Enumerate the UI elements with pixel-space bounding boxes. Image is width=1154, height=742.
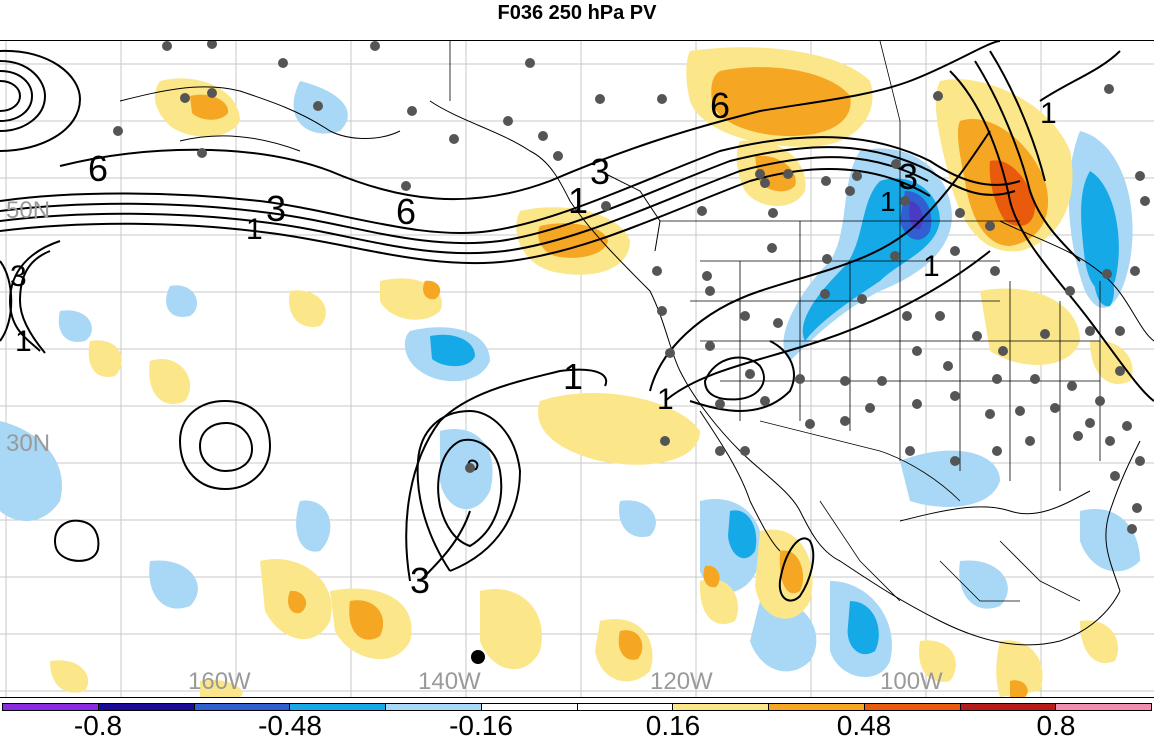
colorbar-segment: [290, 704, 386, 710]
lat-label-50n: 50N: [6, 197, 51, 224]
lon-label-140w: 140W: [418, 668, 481, 695]
chart-title: F036 250 hPa PV: [497, 2, 657, 24]
positive-pv-max: [989, 160, 1035, 226]
ship-station-marker: [471, 650, 485, 664]
colorbar-segment: [864, 704, 961, 710]
contour-label: 3: [10, 260, 27, 293]
contour-label: 1: [880, 186, 896, 217]
colorbar-segment: [960, 704, 1057, 710]
contour-label: 6: [396, 191, 416, 232]
contour-label: 1: [15, 325, 32, 358]
map-canvas: 6 3 1 6 3 1 6 3 1 1 1 1 1 3 3 1: [0, 41, 1154, 697]
contour-label: 3: [410, 560, 430, 601]
colorbar-segment: [3, 704, 99, 710]
colorbar-segment: [194, 704, 291, 710]
contour-label: 1: [568, 180, 588, 221]
colorbar-tick-label: -0.8: [73, 710, 123, 741]
colorbar-tick-label: 0.48: [836, 710, 892, 741]
contour-label: 3: [898, 156, 918, 197]
lon-label-160w: 160W: [188, 668, 251, 695]
contour-label: 1: [657, 383, 674, 416]
map-panel: 6 3 1 6 3 1 6 3 1 1 1 1 1 3 3 1 50N 30N …: [0, 40, 1154, 698]
contour-label: 1: [246, 213, 263, 246]
station-markers: [113, 41, 1150, 534]
contour-label: 6: [710, 85, 730, 126]
lat-label-30n: 30N: [6, 430, 51, 457]
colorbar-tick-label: -0.16: [449, 710, 513, 741]
contour-label: 1: [1040, 97, 1057, 130]
lon-label-120w: 120W: [650, 668, 713, 695]
colorbar-segment: [481, 704, 578, 710]
colorbar-segment: [98, 704, 195, 710]
contour-label: 1: [563, 356, 583, 397]
colorbar-segment: [386, 704, 482, 710]
colorbar-tick-label: -0.48: [258, 710, 322, 741]
political-borders: [449, 41, 1101, 602]
lon-label-100w: 100W: [880, 668, 943, 695]
contour-label: 3: [266, 188, 286, 229]
colorbar-segment: [769, 704, 865, 710]
colorbar-segment: [577, 704, 674, 710]
colorbar-tick-label: 0.16: [645, 710, 701, 741]
contour-label: 1: [923, 250, 940, 283]
contour-label: 3: [590, 151, 610, 192]
colorbar-segment: [673, 704, 769, 710]
colorbar-tick-label: 0.8: [1036, 710, 1076, 741]
contour-label-group: 6 3 1 6 3 1 6 3 1 1 1 1 1 3: [88, 85, 1057, 601]
colorbar: [2, 703, 1152, 711]
colorbar-segment: [1056, 704, 1151, 710]
pv-contours: [0, 41, 1154, 602]
contour-label: 6: [88, 148, 108, 189]
